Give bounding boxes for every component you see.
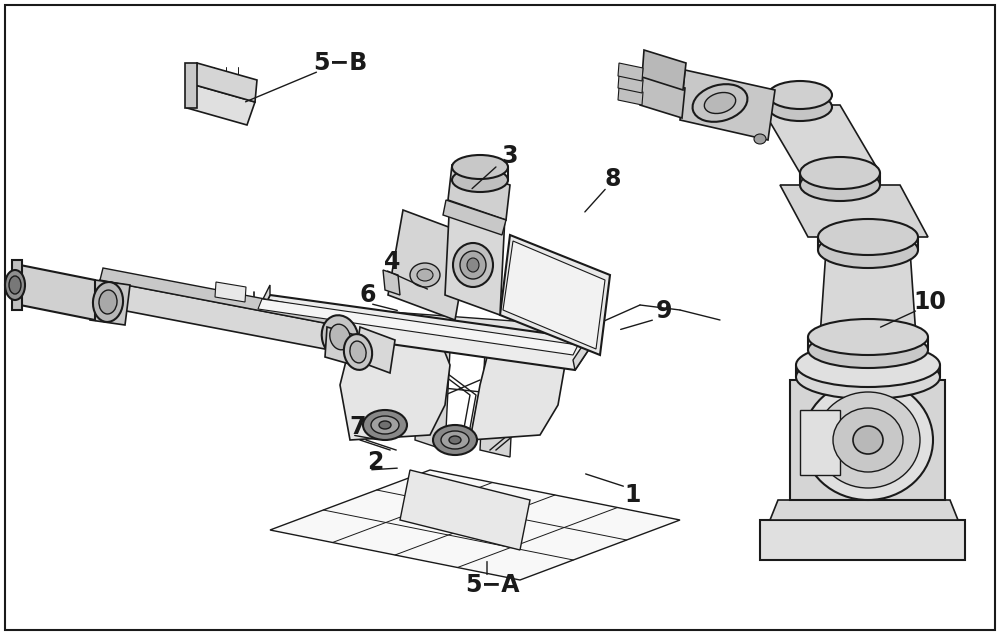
Polygon shape — [790, 380, 945, 500]
Ellipse shape — [467, 258, 479, 272]
Polygon shape — [503, 241, 605, 349]
Ellipse shape — [452, 155, 508, 179]
Text: 5−B: 5−B — [313, 51, 367, 76]
Ellipse shape — [796, 343, 940, 387]
Text: 5−A: 5−A — [465, 573, 519, 598]
Text: 9: 9 — [656, 299, 672, 323]
Ellipse shape — [693, 84, 747, 122]
Text: 6: 6 — [360, 283, 376, 307]
Ellipse shape — [704, 93, 736, 114]
Ellipse shape — [363, 410, 407, 440]
Ellipse shape — [816, 392, 920, 488]
Polygon shape — [573, 330, 595, 370]
Polygon shape — [400, 470, 530, 550]
Ellipse shape — [833, 408, 903, 472]
Polygon shape — [195, 63, 257, 102]
Polygon shape — [642, 50, 686, 90]
Ellipse shape — [99, 290, 117, 314]
Polygon shape — [618, 63, 643, 81]
Ellipse shape — [433, 425, 477, 455]
Ellipse shape — [379, 421, 391, 429]
Polygon shape — [20, 265, 95, 320]
Ellipse shape — [800, 157, 880, 189]
Ellipse shape — [452, 168, 508, 192]
Ellipse shape — [803, 380, 933, 500]
Polygon shape — [95, 280, 335, 350]
Polygon shape — [448, 165, 510, 220]
Text: 3: 3 — [502, 144, 518, 168]
Polygon shape — [680, 70, 775, 140]
Text: 1: 1 — [625, 483, 641, 507]
Ellipse shape — [818, 232, 918, 268]
Polygon shape — [480, 350, 515, 457]
Polygon shape — [618, 87, 643, 105]
Polygon shape — [770, 500, 958, 520]
Ellipse shape — [818, 219, 918, 255]
Polygon shape — [187, 85, 255, 125]
Ellipse shape — [768, 93, 832, 121]
Ellipse shape — [371, 416, 399, 434]
Ellipse shape — [9, 276, 21, 294]
Polygon shape — [325, 327, 362, 367]
Polygon shape — [388, 210, 470, 320]
Ellipse shape — [449, 436, 461, 444]
Polygon shape — [445, 195, 505, 315]
Ellipse shape — [417, 269, 433, 281]
Ellipse shape — [808, 319, 928, 355]
Polygon shape — [340, 325, 450, 440]
Polygon shape — [255, 285, 270, 325]
Polygon shape — [355, 327, 395, 373]
Text: 2: 2 — [367, 450, 383, 474]
Polygon shape — [760, 105, 880, 173]
Polygon shape — [618, 75, 643, 93]
Polygon shape — [470, 325, 565, 440]
Ellipse shape — [441, 431, 469, 449]
Ellipse shape — [460, 251, 486, 279]
Ellipse shape — [453, 243, 493, 287]
Polygon shape — [760, 520, 965, 560]
Polygon shape — [255, 295, 595, 370]
Ellipse shape — [796, 355, 940, 399]
Polygon shape — [100, 268, 338, 325]
Polygon shape — [215, 282, 246, 302]
Polygon shape — [415, 340, 450, 450]
Ellipse shape — [808, 332, 928, 368]
Ellipse shape — [754, 134, 766, 144]
Polygon shape — [12, 260, 22, 310]
Polygon shape — [640, 75, 685, 118]
Text: 7: 7 — [350, 415, 366, 439]
Polygon shape — [90, 280, 130, 325]
Ellipse shape — [344, 334, 372, 370]
Polygon shape — [820, 250, 916, 337]
Ellipse shape — [330, 324, 350, 350]
Text: 10: 10 — [914, 290, 946, 314]
Text: 4: 4 — [384, 250, 400, 274]
Ellipse shape — [410, 263, 440, 287]
Polygon shape — [185, 63, 197, 108]
Polygon shape — [443, 200, 506, 235]
Ellipse shape — [768, 81, 832, 109]
Polygon shape — [780, 185, 928, 237]
Ellipse shape — [322, 315, 358, 359]
Polygon shape — [500, 235, 610, 355]
Polygon shape — [800, 410, 840, 475]
Ellipse shape — [93, 282, 123, 322]
Text: 8: 8 — [605, 167, 621, 191]
Polygon shape — [255, 302, 595, 340]
Ellipse shape — [800, 169, 880, 201]
Polygon shape — [270, 470, 680, 580]
Polygon shape — [383, 270, 400, 295]
Polygon shape — [258, 299, 578, 355]
Ellipse shape — [350, 341, 366, 363]
Ellipse shape — [5, 270, 25, 300]
Ellipse shape — [853, 426, 883, 454]
